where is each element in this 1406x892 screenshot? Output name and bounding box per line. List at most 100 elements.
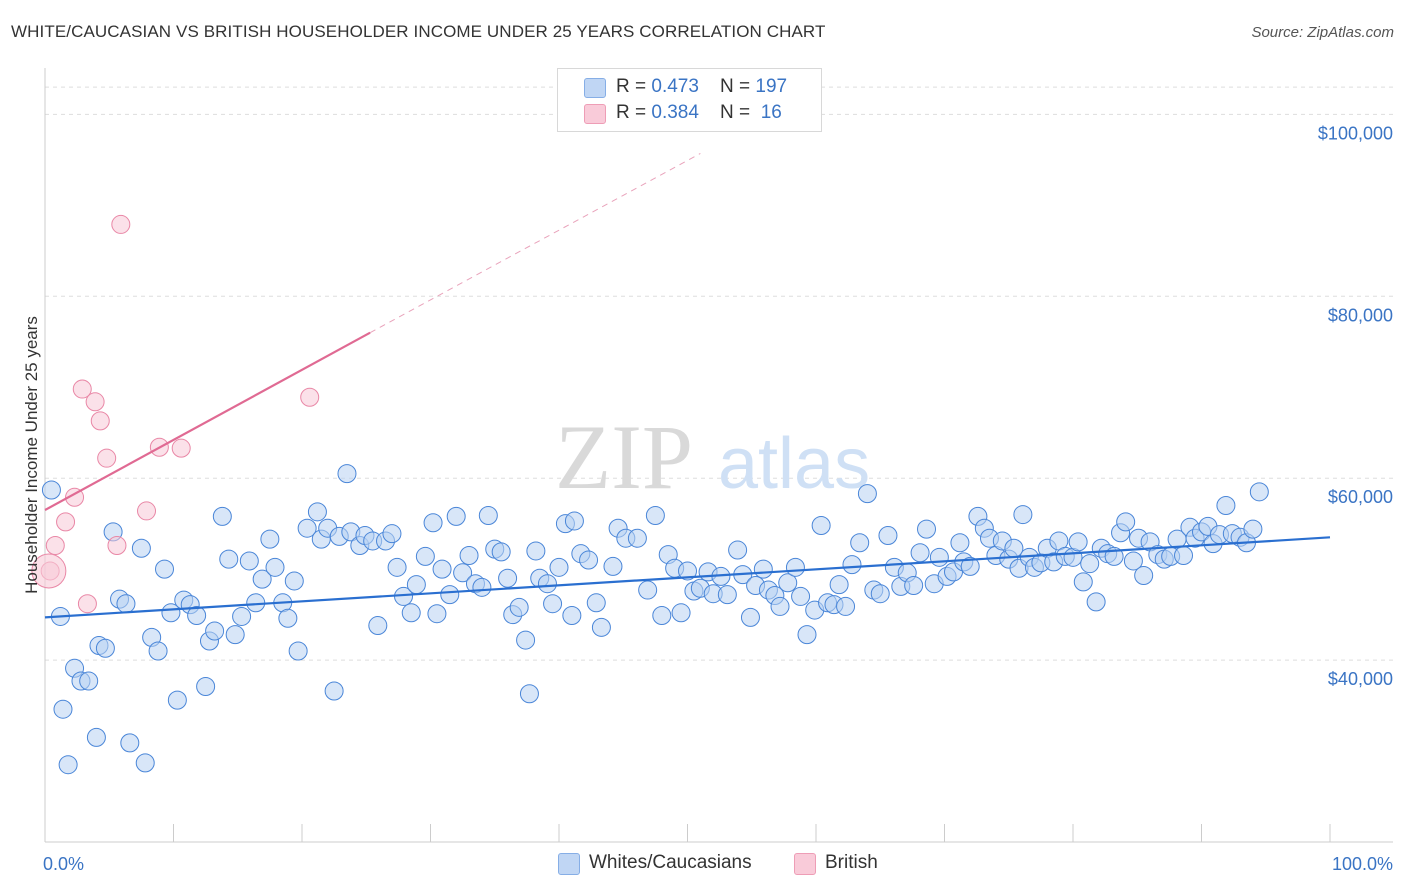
point-whites-76 <box>526 541 546 561</box>
point-whites-85 <box>579 550 599 570</box>
point-whites-124 <box>850 533 870 553</box>
point-whites-188 <box>1249 482 1269 502</box>
point-whites-132 <box>904 576 924 596</box>
point-whites-78 <box>537 574 557 594</box>
point-british-11 <box>137 501 157 521</box>
point-whites-59 <box>423 513 443 533</box>
point-whites-79 <box>543 594 563 614</box>
y-tick-label-0: $40,000 <box>1328 669 1393 689</box>
point-whites-0 <box>41 480 61 500</box>
point-british-7 <box>90 411 110 431</box>
point-whites-44 <box>324 681 344 701</box>
point-whites-92 <box>638 580 658 600</box>
point-whites-114 <box>785 557 805 577</box>
point-whites-112 <box>770 596 790 616</box>
legend-text-whites: R = 0.473 N = 197 <box>616 76 788 97</box>
point-whites-2 <box>53 699 73 719</box>
point-whites-29 <box>225 625 245 645</box>
point-whites-116 <box>797 625 817 645</box>
legend-swatch-british <box>584 104 606 124</box>
point-whites-141 <box>960 556 980 576</box>
point-british-5 <box>77 594 97 614</box>
y-tick-label-2: $80,000 <box>1328 305 1393 325</box>
point-whites-118 <box>811 515 831 535</box>
point-whites-54 <box>387 557 407 577</box>
point-whites-23 <box>187 606 207 626</box>
point-whites-30 <box>232 606 252 626</box>
legend-swatch-whites <box>584 78 606 98</box>
point-whites-88 <box>603 556 623 576</box>
point-whites-82 <box>562 606 582 626</box>
point-whites-35 <box>265 557 285 577</box>
point-whites-65 <box>459 546 479 565</box>
point-whites-40 <box>297 518 317 538</box>
point-whites-56 <box>401 603 421 623</box>
point-whites-121 <box>829 575 849 595</box>
point-british-14 <box>300 387 320 407</box>
point-whites-61 <box>432 559 452 579</box>
correlation-legend: R = 0.473 N = 197 R = 0.384 N = 16 <box>557 68 822 132</box>
legend-row-british: R = 0.384 N = 16 <box>584 102 782 126</box>
point-whites-26 <box>205 621 225 641</box>
legend-text-british: R = 0.384 N = 16 <box>616 102 782 123</box>
point-british-6 <box>85 392 105 412</box>
trend-line-whites <box>44 536 1331 619</box>
point-whites-37 <box>278 608 298 628</box>
point-whites-168 <box>1123 551 1143 571</box>
point-british-13 <box>171 438 191 458</box>
point-whites-41 <box>307 502 327 522</box>
watermark-zip: ZIP <box>555 406 693 508</box>
series-british-points <box>31 214 320 614</box>
point-british-4 <box>72 379 92 399</box>
point-whites-150 <box>1013 505 1033 525</box>
point-whites-87 <box>591 617 611 637</box>
trend-lines <box>44 153 1331 619</box>
point-whites-122 <box>836 596 856 616</box>
point-whites-109 <box>753 559 773 579</box>
point-whites-123 <box>842 555 862 575</box>
point-whites-159 <box>1068 532 1088 552</box>
point-whites-34 <box>260 529 280 549</box>
point-whites-18 <box>155 559 175 579</box>
point-whites-38 <box>284 571 304 591</box>
point-whites-80 <box>549 557 569 577</box>
point-whites-161 <box>1080 554 1100 574</box>
point-whites-86 <box>586 593 606 613</box>
tick-labels: $40,000 $60,000 $80,000 $100,000 0.0% 100.0% <box>43 123 1393 874</box>
point-whites-46 <box>337 464 357 484</box>
point-whites-6 <box>79 671 99 691</box>
point-whites-162 <box>1086 592 1106 612</box>
bottom-legend-swatch-whites <box>558 853 580 875</box>
point-whites-105 <box>728 540 748 560</box>
point-whites-113 <box>778 573 798 593</box>
bottom-legend-label-british: British <box>825 852 878 873</box>
point-whites-183 <box>1216 495 1236 515</box>
point-whites-128 <box>878 525 898 545</box>
x-tick-label-max: 100.0% <box>1332 854 1393 874</box>
point-whites-24 <box>196 676 216 696</box>
point-whites-27 <box>212 506 232 526</box>
point-whites-68 <box>478 505 498 525</box>
point-whites-53 <box>382 524 402 544</box>
point-whites-134 <box>917 519 937 539</box>
point-whites-127 <box>870 584 890 604</box>
point-whites-67 <box>472 577 492 597</box>
point-british-2 <box>56 512 76 532</box>
point-whites-94 <box>652 606 672 626</box>
legend-row-whites: R = 0.473 N = 197 <box>584 76 787 100</box>
point-whites-71 <box>498 568 518 588</box>
trend-line-british <box>44 331 371 511</box>
point-whites-57 <box>406 575 426 595</box>
point-whites-75 <box>519 684 539 704</box>
point-british-8 <box>97 448 117 468</box>
point-whites-136 <box>929 547 949 567</box>
source-label: Source: ZipAtlas.com <box>1251 24 1394 41</box>
axes <box>44 68 1393 843</box>
point-whites-28 <box>219 549 239 569</box>
bottom-legend-swatch-british <box>794 853 816 875</box>
point-whites-3 <box>58 755 78 775</box>
point-whites-9 <box>95 638 115 658</box>
point-whites-176 <box>1174 546 1194 565</box>
y-axis-label: Householder Income Under 25 years <box>22 316 41 594</box>
point-whites-15 <box>135 753 155 773</box>
